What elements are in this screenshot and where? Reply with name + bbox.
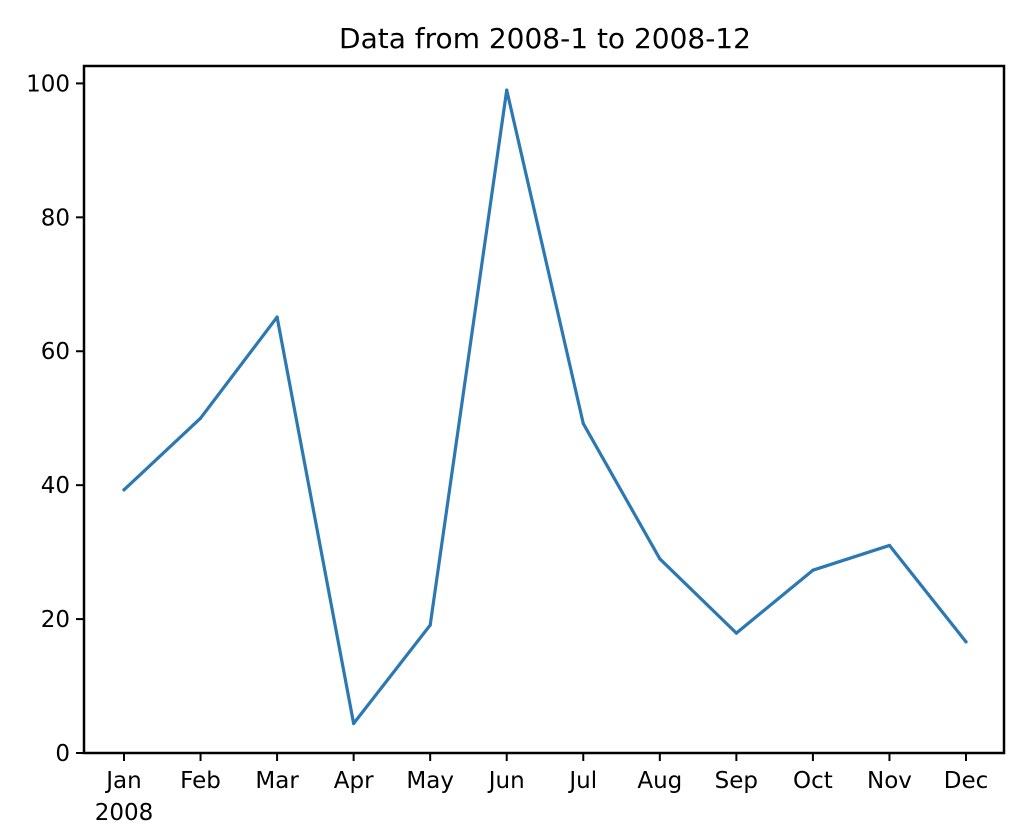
data-point bbox=[658, 557, 662, 561]
x-tick-label: May bbox=[406, 768, 454, 794]
y-axis: 0 20 40 60 80 100 bbox=[26, 71, 84, 767]
y-tick-label: 40 bbox=[41, 473, 70, 499]
x-tick-label: Jun bbox=[487, 768, 525, 794]
x-tick-label: Mar bbox=[255, 768, 299, 794]
x-tick-label: Jul bbox=[567, 768, 597, 794]
data-point bbox=[811, 568, 815, 572]
y-tick-label: 60 bbox=[41, 339, 70, 365]
x-tick-label: Feb bbox=[180, 768, 221, 794]
series-line bbox=[122, 88, 968, 726]
data-point bbox=[887, 543, 892, 548]
plot-frame bbox=[82, 64, 1006, 755]
data-point bbox=[734, 631, 738, 635]
x-tick-label: Dec bbox=[944, 768, 989, 794]
y-tick-label: 0 bbox=[55, 741, 70, 767]
data-point bbox=[964, 640, 968, 644]
x-axis: Jan Feb Mar Apr May Jun Jul Aug Sep Oct Nov Dec 2008 bbox=[95, 753, 989, 826]
x-tick-label: Apr bbox=[334, 768, 374, 794]
y-tick-label: 100 bbox=[26, 71, 70, 97]
x-tick-sublabel: 2008 bbox=[95, 800, 154, 826]
series-points bbox=[122, 88, 968, 726]
x-tick-label: Aug bbox=[637, 768, 682, 794]
data-point bbox=[352, 721, 356, 726]
x-tick-label: Oct bbox=[793, 768, 833, 794]
data-point bbox=[428, 623, 432, 627]
data-point bbox=[198, 416, 203, 420]
y-tick-label: 20 bbox=[41, 607, 70, 633]
x-tick-label: Jan bbox=[104, 768, 141, 794]
chart-title: Data from 2008-1 to 2008-12 bbox=[339, 22, 751, 55]
x-tick-label: Sep bbox=[715, 768, 758, 794]
x-tick-label: Nov bbox=[867, 768, 912, 794]
data-point bbox=[275, 315, 279, 319]
data-point bbox=[122, 488, 126, 492]
y-tick-label: 80 bbox=[41, 205, 70, 231]
data-point bbox=[505, 88, 509, 92]
data-point bbox=[581, 421, 585, 426]
